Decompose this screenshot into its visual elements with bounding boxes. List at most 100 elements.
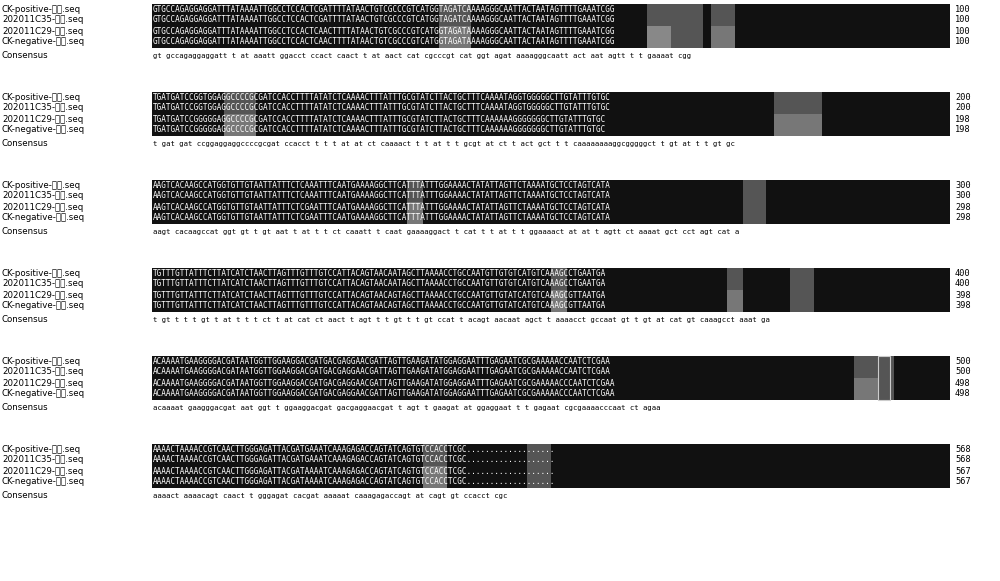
Text: 200: 200 xyxy=(955,92,971,102)
Bar xyxy=(711,15,735,26)
Text: AAGTCACAAGCCATGGTGTTGTAATTATTTCTCGAATTTCAATGAAAAGGCTTCATTTATTTGGAAAACTATATTAGTTC: AAGTCACAAGCCATGGTGTTGTAATTATTTCTCGAATTTC… xyxy=(153,203,611,211)
Text: TGATGATCCGGGGGAGGCCCCGCGATCCACCTTTTATATCTCAAAACTTTATTTGCGTATCTTACTGCTTTCAAAAAAGG: TGATGATCCGGGGGAGGCCCCGCGATCCACCTTTTATATC… xyxy=(153,125,606,134)
Bar xyxy=(878,367,894,378)
Bar xyxy=(854,356,878,367)
Bar xyxy=(152,279,950,290)
Bar xyxy=(407,213,423,224)
Bar xyxy=(423,444,447,455)
Text: 300: 300 xyxy=(955,181,971,189)
Text: Consensus: Consensus xyxy=(2,403,49,413)
Text: 202011C29-拼接.seq: 202011C29-拼接.seq xyxy=(2,203,83,211)
Text: 100: 100 xyxy=(955,38,971,46)
Text: AAGTCACAAGCCATGGTGTTGTAATTATTTCTCAAATTTCAATGAAAAGGCTTCATTTATTTGGAAAACTATATTAGTTC: AAGTCACAAGCCATGGTGTTGTAATTATTTCTCAAATTTC… xyxy=(153,192,611,200)
Text: AAAACTAAAACCGTCAACTTGGGAGATTACGATAAAATCAAAGAGACCAGTATCAGTGTCCACCTCGC............: AAAACTAAAACCGTCAACTTGGGAGATTACGATAAAATCA… xyxy=(153,478,555,486)
Bar xyxy=(743,180,766,191)
Text: AAGTCACAAGCCATGGTGTTGTAATTATTTCTCGAATTTCAATGAAAAGGCTTCATTTATTTGGAAAACTATATTAGTTC: AAGTCACAAGCCATGGTGTTGTAATTATTTCTCGAATTTC… xyxy=(153,213,611,223)
Bar xyxy=(743,213,766,224)
Bar xyxy=(152,92,950,103)
Text: TGATGATCCGGTGGAGGCCCCGCGATCCACCTTTTATATCTCAAAACTTTATTTGCGTATCTTACTGCTTTCAAAATAGG: TGATGATCCGGTGGAGGCCCCGCGATCCACCTTTTATATC… xyxy=(153,92,611,102)
Text: 400: 400 xyxy=(955,268,971,278)
Bar xyxy=(152,37,950,48)
Text: 100: 100 xyxy=(955,5,971,13)
Text: 198: 198 xyxy=(955,114,971,124)
Text: 498: 498 xyxy=(955,378,971,388)
Bar xyxy=(152,466,950,477)
Bar xyxy=(774,103,822,114)
Bar xyxy=(790,279,814,290)
Text: TGATGATCCGGGGGAGGCCCCGCGATCCACCTTTTATATCTCAAAACTTTATTTGCGTATCTTACTGCTTTCAAAAAAGG: TGATGATCCGGGGGAGGCCCCGCGATCCACCTTTTATATC… xyxy=(153,114,606,124)
Text: CK-negative-拼接.seq: CK-negative-拼接.seq xyxy=(2,38,85,46)
Bar xyxy=(152,191,950,202)
Bar xyxy=(152,114,950,125)
Bar xyxy=(671,37,703,48)
Bar xyxy=(152,477,950,487)
Bar xyxy=(152,4,950,15)
Text: TGTTTGTTATTTCTTATCATCTAACTTAGTTTGTTTGTCCATTACAGTAACAGTAGCTTAAAACCTGCCAATGTTGTATC: TGTTTGTTATTTCTTATCATCTAACTTAGTTTGTTTGTCC… xyxy=(153,302,606,310)
Text: 398: 398 xyxy=(955,290,971,299)
Bar xyxy=(790,268,814,279)
Text: AAAACTAAAACCGTCAACTTGGGAGATTACGATGAAATCAAAGAGACCAGTATCAGTGTCCACCTCGC............: AAAACTAAAACCGTCAACTTGGGAGATTACGATGAAATCA… xyxy=(153,444,555,454)
Bar xyxy=(743,202,766,213)
Bar xyxy=(439,37,471,48)
Bar xyxy=(743,191,766,202)
Text: 202011C35-拼接.seq: 202011C35-拼接.seq xyxy=(2,103,83,113)
Text: TGTTTGTTATTTCTTATCATCTAACTTAGTTTGTTTGTCCATTACAGTAACAGTAGCTTAAAACCTGCCAATGTTGTATC: TGTTTGTTATTTCTTATCATCTAACTTAGTTTGTTTGTCC… xyxy=(153,290,606,299)
Bar xyxy=(407,180,423,191)
Bar xyxy=(152,103,950,114)
Text: ACAAAATGAAGGGGACGATAATGGTTGGAAGGACGATGACGAGGAACGATTAGTTGAAGATATGGAGGAATTTGAGAATC: ACAAAATGAAGGGGACGATAATGGTTGGAAGGACGATGAC… xyxy=(153,357,611,365)
Text: CK-positive-拼接.seq: CK-positive-拼接.seq xyxy=(2,92,81,102)
Text: t gat gat ccggaggaggccccgcgat ccacct t t t at at ct caaaact t t at t t gcgt at c: t gat gat ccggaggaggccccgcgat ccacct t t… xyxy=(153,141,735,147)
Bar xyxy=(152,367,950,378)
Bar xyxy=(647,26,671,37)
Bar xyxy=(224,92,256,103)
Text: 298: 298 xyxy=(955,213,971,223)
Bar xyxy=(774,125,822,136)
Text: 202011C35-拼接.seq: 202011C35-拼接.seq xyxy=(2,368,83,376)
Text: 568: 568 xyxy=(955,444,971,454)
Bar xyxy=(727,290,743,301)
Bar xyxy=(878,389,894,400)
Bar xyxy=(711,4,735,15)
Text: aaaact aaaacagt caact t gggagat cacgat aaaaat caaagagaccagt at cagt gt ccacct cg: aaaact aaaacagt caact t gggagat cacgat a… xyxy=(153,493,507,499)
Text: 202011C35-拼接.seq: 202011C35-拼接.seq xyxy=(2,456,83,464)
Text: CK-positive-拼接.seq: CK-positive-拼接.seq xyxy=(2,444,81,454)
Text: ACAAAATGAAGGGGACGATAATGGTTGGAAGGACGATGACGAGGAACGATTAGTTGAAGATATGGAGGAATTTGAGAATC: ACAAAATGAAGGGGACGATAATGGTTGGAAGGACGATGAC… xyxy=(153,378,616,388)
Bar xyxy=(671,26,703,37)
Bar xyxy=(439,15,471,26)
Text: 202011C29-拼接.seq: 202011C29-拼接.seq xyxy=(2,27,83,35)
Text: TGTTTGTTATTTCTTATCATCTAACTTAGTTTGTTTGTCCATTACAGTAACAATAGCTTAAAACCTGCCAATGTTGTGTC: TGTTTGTTATTTCTTATCATCTAACTTAGTTTGTTTGTCC… xyxy=(153,268,606,278)
Text: CK-positive-拼接.seq: CK-positive-拼接.seq xyxy=(2,268,81,278)
Bar xyxy=(878,356,894,367)
Bar xyxy=(152,301,950,312)
Text: 100: 100 xyxy=(955,16,971,24)
Bar xyxy=(224,125,256,136)
Text: AAAACTAAAACCGTCAACTTGGGAGATTACGATGAAATCAAAGAGACCAGTATCAGTGTCCACCTCGC............: AAAACTAAAACCGTCAACTTGGGAGATTACGATGAAATCA… xyxy=(153,456,555,464)
Bar xyxy=(152,356,950,367)
Text: CK-negative-拼接.seq: CK-negative-拼接.seq xyxy=(2,302,85,310)
Text: 498: 498 xyxy=(955,389,971,399)
Bar xyxy=(551,268,567,279)
Text: Consensus: Consensus xyxy=(2,52,49,60)
Text: AAAACTAAAACCGTCAACTTGGGAGATTACGATAAAATCAAAGAGACCAGTATCAGTGTCCACCTCGC............: AAAACTAAAACCGTCAACTTGGGAGATTACGATAAAATCA… xyxy=(153,467,555,475)
Bar xyxy=(439,4,471,15)
Text: 298: 298 xyxy=(955,203,971,211)
Bar xyxy=(527,455,551,466)
Bar xyxy=(727,301,743,312)
Bar xyxy=(152,202,950,213)
Text: 300: 300 xyxy=(955,192,971,200)
Bar xyxy=(647,4,671,15)
Bar xyxy=(423,466,447,477)
Bar xyxy=(774,92,822,103)
Text: 567: 567 xyxy=(955,478,971,486)
Text: ACAAAATGAAGGGGACGATAATGGTTGGAAGGACGATGACGAGGAACGATTAGTTGAAGATATGGAGGAATTTGAGAATC: ACAAAATGAAGGGGACGATAATGGTTGGAAGGACGATGAC… xyxy=(153,368,611,376)
Bar xyxy=(551,279,567,290)
Text: 398: 398 xyxy=(955,302,971,310)
Bar xyxy=(854,367,878,378)
Text: CK-negative-拼接.seq: CK-negative-拼接.seq xyxy=(2,389,85,399)
Text: ACAAAATGAAGGGGACGATAATGGTTGGAAGGACGATGACGAGGAACGATTAGTTGAAGATATGGAGGAATTTGAGAATC: ACAAAATGAAGGGGACGATAATGGTTGGAAGGACGATGAC… xyxy=(153,389,616,399)
Text: GTGCCAGAGGAGGATTTATAAAATTGGCCTCCACTCGATTTTATAACTGTCGCCCGTCATGGTAGATCAAAAGGGCAATT: GTGCCAGAGGAGGATTTATAAAATTGGCCTCCACTCGATT… xyxy=(153,5,616,13)
Bar xyxy=(423,477,447,487)
Text: 568: 568 xyxy=(955,456,971,464)
Bar xyxy=(551,301,567,312)
Bar xyxy=(407,191,423,202)
